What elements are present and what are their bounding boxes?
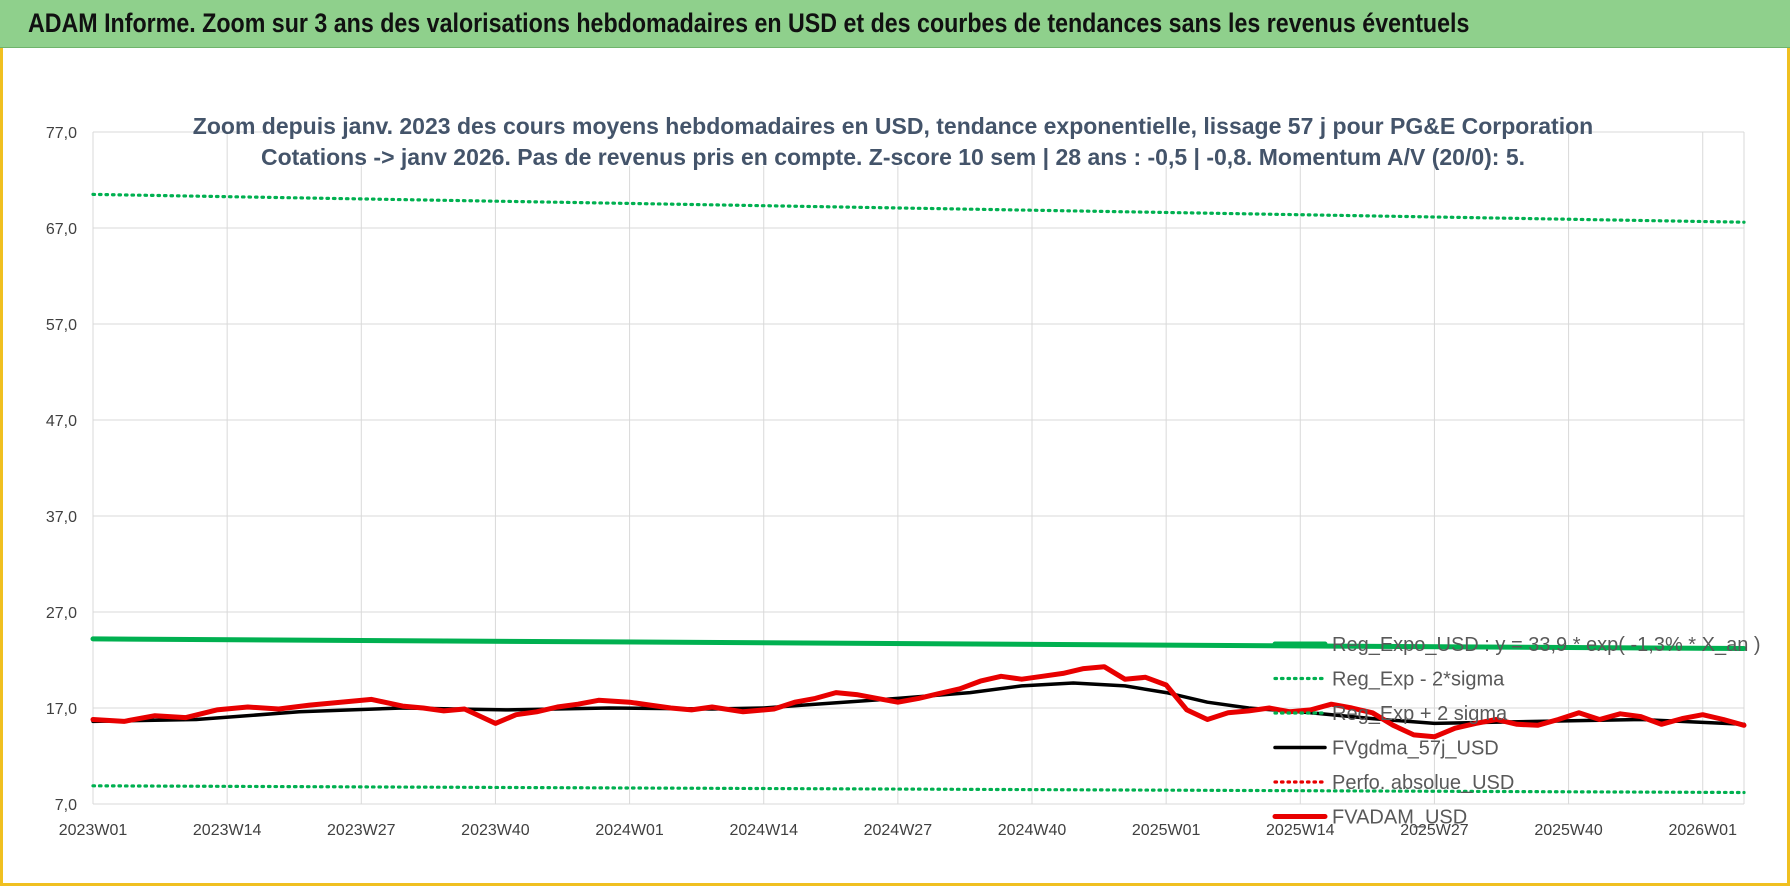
y-tick-label: 47,0 (46, 413, 77, 430)
y-tick-label: 57,0 (46, 317, 77, 334)
series-line-reg_exp (91, 192, 1746, 224)
x-tick-label: 2024W40 (998, 822, 1067, 839)
y-tick-label: 27,0 (46, 605, 77, 622)
x-tick-label: 2023W01 (59, 822, 128, 839)
x-tick-label: 2024W27 (864, 822, 933, 839)
x-tick-label: 2023W27 (327, 822, 396, 839)
series-line-reg_exp (91, 784, 1746, 795)
gridlines (92, 131, 1745, 805)
chart-title-line-2: Cotations -> janv 2026. Pas de revenus p… (261, 144, 1525, 170)
y-tick-label: 67,0 (46, 221, 77, 238)
x-tick-label: 2025W40 (1534, 822, 1603, 839)
series-line-fvgdma_57j_usd (91, 681, 1746, 727)
y-tick-label: 77,0 (46, 125, 77, 142)
x-tick-label: 2025W14 (1266, 822, 1335, 839)
y-tick-label: 7,0 (55, 797, 77, 814)
legend-label: Reg_Exp + 2 sigma (1332, 703, 1508, 725)
report-banner: ADAM Informe. Zoom sur 3 ans des valoris… (0, 0, 1790, 48)
x-tick-label: 2024W14 (729, 822, 798, 839)
x-tick-label: 2023W40 (461, 822, 530, 839)
legend: Reg_Expo_USD : y = 33,9 * exp( -1,3% * X… (1272, 634, 1761, 829)
chart-title-line-1: Zoom depuis janv. 2023 des cours moyens … (193, 113, 1593, 139)
y-axis-ticks: 7,0 17,0 27,0 37,0 47,0 57,0 67,0 77,0 (46, 125, 77, 814)
x-tick-label: 2026W01 (1668, 822, 1737, 839)
legend-label: FVgdma_57j_USD (1332, 738, 1499, 760)
legend-label: Reg_Exp - 2*sigma (1332, 669, 1505, 691)
series-line-fvadam_usd (90, 664, 1747, 740)
legend-label: Reg_Expo_USD : y = 33,9 * exp( -1,3% * X… (1332, 634, 1761, 656)
legend-label: Perfo. absolue_USD (1332, 772, 1514, 794)
chart-frame: 7,0 17,0 27,0 37,0 47,0 57,0 67,0 77,0 2023W01 2… (0, 48, 1790, 886)
x-tick-label: 2024W01 (595, 822, 664, 839)
x-tick-label: 2023W14 (193, 822, 262, 839)
x-tick-label: 2025W27 (1400, 822, 1469, 839)
series-line-reg_expo_usd (90, 636, 1747, 651)
y-tick-label: 37,0 (46, 509, 77, 526)
title-background (278, 104, 1508, 166)
report-banner-title: ADAM Informe. Zoom sur 3 ans des valoris… (28, 8, 1470, 38)
legend-label: FVADAM_USD (1332, 807, 1467, 829)
y-tick-label: 17,0 (46, 701, 77, 718)
series-lines (90, 192, 1747, 795)
x-axis-ticks: 2023W01 2023W14 2023W27 2023W40 2024W01 2024W… (59, 822, 1737, 839)
line-chart: 7,017,027,037,047,057,067,077,0 2023W01 2… (46, 104, 1761, 839)
x-tick-label: 2025W01 (1132, 822, 1201, 839)
